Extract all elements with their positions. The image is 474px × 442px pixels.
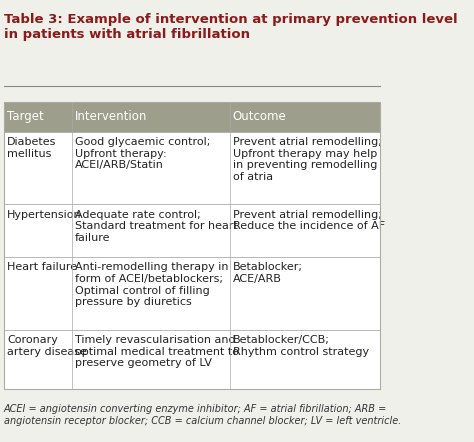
Text: Target: Target [7,110,44,123]
FancyBboxPatch shape [4,257,380,330]
Text: Betablocker;
ACE/ARB: Betablocker; ACE/ARB [233,263,303,284]
FancyBboxPatch shape [4,204,380,257]
Text: Anti-remodelling therapy in
form of ACEI/betablockers;
Optimal control of fillin: Anti-remodelling therapy in form of ACEI… [75,263,228,307]
FancyBboxPatch shape [4,132,380,204]
Text: Timely revascularisation and
optimal medical treatment to
preserve geometry of L: Timely revascularisation and optimal med… [75,335,239,368]
FancyBboxPatch shape [4,330,380,389]
Text: Prevent atrial remodelling;
Upfront therapy may help
in preventing remodelling
o: Prevent atrial remodelling; Upfront ther… [233,137,382,182]
Text: ACEI = angiotensin converting enzyme inhibitor; AF = atrial fibrillation; ARB =
: ACEI = angiotensin converting enzyme inh… [4,404,401,426]
Text: Diabetes
mellitus: Diabetes mellitus [7,137,56,159]
Text: Hypertension: Hypertension [7,210,82,220]
Text: Prevent atrial remodelling;
Reduce the incidence of AF: Prevent atrial remodelling; Reduce the i… [233,210,385,231]
Text: Betablocker/CCB;
Rhythm control strategy: Betablocker/CCB; Rhythm control strategy [233,335,369,357]
Text: Intervention: Intervention [75,110,147,123]
Text: Adequate rate control;
Standard treatment for heart
failure: Adequate rate control; Standard treatmen… [75,210,237,243]
Text: Coronary
artery disease: Coronary artery disease [7,335,87,357]
Text: Good glycaemic control;
Upfront therapy:
ACEI/ARB/Statin: Good glycaemic control; Upfront therapy:… [75,137,210,170]
Text: Heart failure: Heart failure [7,263,77,272]
Text: Table 3: Example of intervention at primary prevention level
in patients with at: Table 3: Example of intervention at prim… [4,13,457,41]
Text: Outcome: Outcome [233,110,286,123]
FancyBboxPatch shape [4,102,380,132]
